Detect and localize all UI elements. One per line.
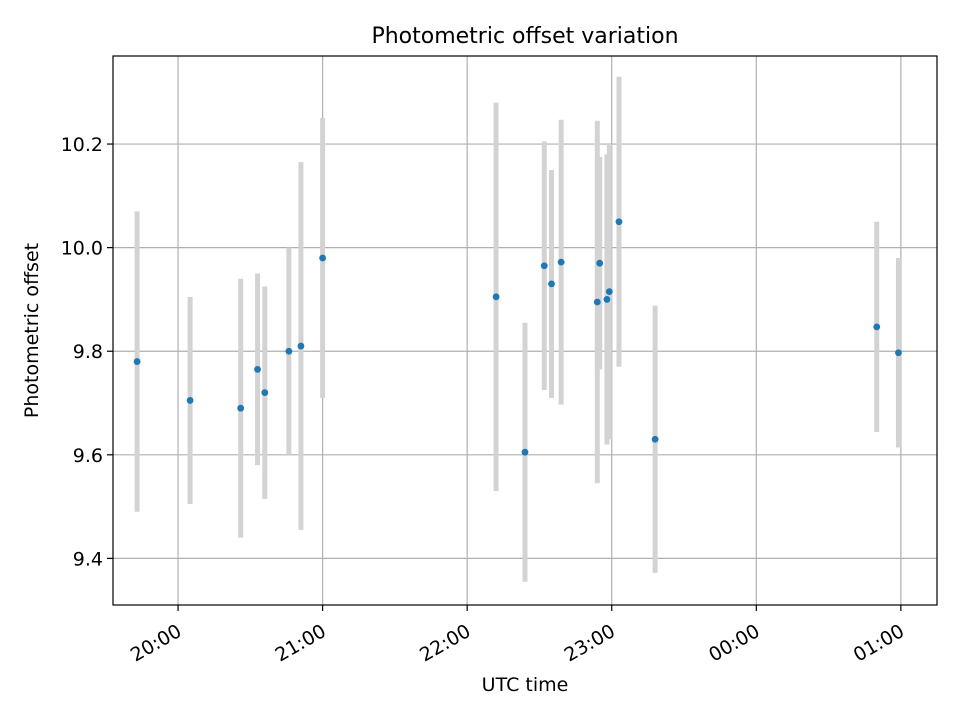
x-axis-label: UTC time — [482, 674, 569, 696]
data-point — [261, 389, 269, 397]
y-tick-label: 9.6 — [73, 445, 103, 467]
data-point — [285, 347, 293, 355]
data-points — [133, 218, 902, 456]
y-tick-label: 10.0 — [61, 238, 103, 260]
error-bars — [134, 76, 901, 582]
data-point — [596, 259, 604, 267]
x-tick-label: 01:00 — [850, 620, 908, 666]
x-tick-label: 20:00 — [127, 620, 185, 666]
data-point — [297, 342, 305, 350]
data-point — [605, 288, 613, 296]
chart-title: Photometric offset variation — [371, 24, 678, 49]
plot-frame — [112, 55, 938, 606]
y-axis-label: Photometric offset — [21, 243, 43, 418]
x-tick-label: 23:00 — [561, 620, 619, 666]
y-tick-label: 9.4 — [73, 548, 103, 570]
data-point — [254, 365, 261, 373]
data-point — [521, 448, 529, 456]
x-tick-label: 00:00 — [705, 620, 763, 666]
data-point — [615, 218, 623, 226]
x-tick-label: 21:00 — [271, 620, 329, 666]
data-point — [603, 296, 611, 303]
data-point — [237, 404, 245, 412]
y-tick-label: 9.8 — [73, 341, 103, 363]
data-point — [492, 293, 500, 301]
data-point — [651, 435, 659, 443]
data-point — [895, 349, 902, 357]
data-point — [548, 280, 555, 288]
data-point — [873, 323, 881, 331]
data-point — [186, 397, 194, 404]
data-point — [557, 258, 565, 266]
data-point — [133, 358, 141, 365]
data-point — [540, 262, 548, 270]
y-tick-label: 10.2 — [61, 134, 103, 156]
x-tick-label: 22:00 — [416, 620, 474, 666]
data-point — [593, 298, 601, 306]
data-point — [319, 254, 327, 262]
